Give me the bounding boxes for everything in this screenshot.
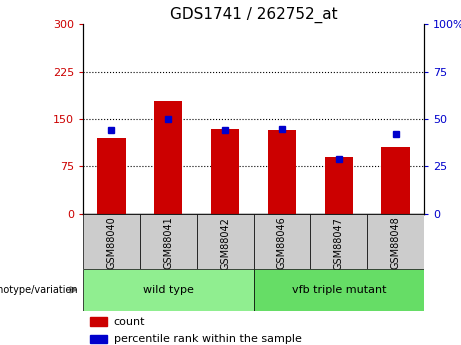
Text: GSM88047: GSM88047: [334, 217, 344, 269]
Bar: [254, 214, 310, 269]
Text: wild type: wild type: [143, 285, 194, 295]
Bar: [381, 148, 410, 214]
Text: GSM88041: GSM88041: [163, 217, 173, 269]
Text: count: count: [114, 317, 145, 327]
Bar: [83, 214, 140, 269]
Bar: [310, 214, 367, 269]
Bar: [367, 214, 424, 269]
Bar: [254, 269, 424, 310]
Text: genotype/variation: genotype/variation: [0, 285, 78, 295]
Text: GSM88046: GSM88046: [277, 217, 287, 269]
Bar: [325, 157, 353, 214]
Bar: [140, 214, 197, 269]
Bar: [211, 128, 239, 214]
Text: GSM88040: GSM88040: [106, 217, 117, 269]
Text: percentile rank within the sample: percentile rank within the sample: [114, 334, 301, 344]
Bar: [154, 101, 183, 214]
Bar: [97, 138, 125, 214]
Title: GDS1741 / 262752_at: GDS1741 / 262752_at: [170, 7, 337, 23]
Bar: [90, 335, 107, 343]
Bar: [197, 214, 254, 269]
Bar: [268, 130, 296, 214]
Text: GSM88042: GSM88042: [220, 217, 230, 269]
Text: vfb triple mutant: vfb triple mutant: [292, 285, 386, 295]
Bar: [83, 269, 254, 310]
Text: GSM88048: GSM88048: [390, 217, 401, 269]
Bar: [90, 317, 107, 326]
